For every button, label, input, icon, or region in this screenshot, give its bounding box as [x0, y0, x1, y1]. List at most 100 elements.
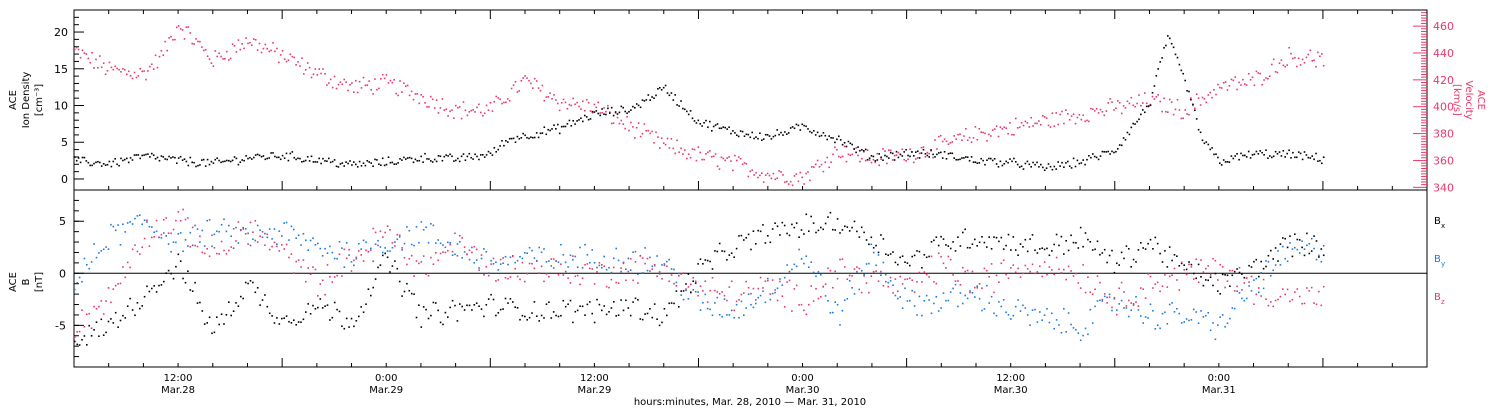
- data-point-pink: [451, 109, 453, 111]
- data-point-black: [179, 155, 182, 158]
- data-point-pink: [362, 260, 365, 262]
- data-point-pink: [757, 176, 759, 179]
- data-point-pink: [694, 280, 697, 283]
- data-point-pink: [1132, 104, 1134, 107]
- data-point-pink: [1248, 281, 1250, 283]
- data-point-blue: [750, 303, 752, 306]
- data-point-pink: [1132, 304, 1135, 306]
- data-point-black: [119, 319, 122, 322]
- data-point-black: [309, 313, 312, 315]
- data-point-black: [945, 244, 947, 246]
- data-point-pink: [189, 32, 192, 34]
- data-point-pink: [1061, 110, 1063, 113]
- data-point-black: [151, 287, 153, 290]
- data-point-blue: [153, 231, 155, 233]
- data-point-pink: [584, 109, 586, 112]
- data-point-pink: [179, 28, 182, 30]
- data-point-black: [201, 159, 203, 161]
- data-point-pink: [961, 139, 963, 141]
- data-point-pink: [955, 138, 957, 140]
- data-point-blue: [398, 236, 401, 238]
- data-point-pink: [810, 285, 812, 287]
- data-point-pink: [1142, 288, 1144, 290]
- data-point-pink: [786, 180, 788, 183]
- data-point-black: [783, 224, 786, 227]
- data-point-pink: [1176, 98, 1179, 101]
- data-point-pink: [1145, 102, 1148, 105]
- data-point-pink: [1199, 104, 1202, 106]
- data-point-black: [856, 230, 858, 233]
- data-point-black: [251, 158, 253, 160]
- data-point-pink: [771, 279, 774, 281]
- data-point-pink: [539, 89, 542, 92]
- data-point-pink: [1222, 82, 1225, 84]
- data-point-blue: [524, 252, 526, 254]
- data-point-pink: [576, 274, 579, 277]
- data-point-pink: [129, 266, 131, 269]
- legend-entry-by: B y: [1434, 254, 1445, 268]
- data-point-black: [641, 99, 644, 101]
- data-point-blue: [353, 264, 355, 267]
- data-point-black: [1029, 238, 1031, 240]
- data-point-pink: [148, 245, 151, 247]
- data-point-pink: [343, 248, 346, 251]
- data-point-black: [558, 132, 561, 135]
- data-point-black: [1173, 254, 1176, 256]
- data-point-black: [922, 148, 925, 151]
- data-point-black: [389, 271, 391, 273]
- data-point-blue: [1014, 305, 1017, 308]
- data-point-black: [172, 277, 175, 280]
- data-point-black: [189, 289, 192, 291]
- data-point-black: [988, 236, 990, 238]
- data-point-black: [649, 99, 651, 101]
- data-point-pink: [126, 261, 129, 264]
- data-point-pink: [564, 270, 567, 273]
- data-point-blue: [930, 312, 933, 315]
- data-point-pink: [1253, 84, 1256, 87]
- data-point-pink: [1144, 92, 1146, 94]
- data-point-pink: [1171, 274, 1173, 276]
- data-point-pink: [949, 258, 952, 261]
- data-point-black: [232, 310, 235, 312]
- data-point-black: [118, 164, 120, 167]
- data-point-pink: [1043, 116, 1046, 118]
- data-point-black: [941, 157, 944, 159]
- data-point-black: [543, 317, 545, 319]
- data-point-black: [225, 314, 228, 316]
- data-point-black: [1005, 244, 1007, 247]
- data-point-pink: [485, 104, 488, 107]
- data-point-pink: [753, 174, 755, 176]
- data-point-black: [218, 323, 220, 326]
- data-point-blue: [1238, 292, 1241, 294]
- data-point-pink: [522, 77, 524, 79]
- data-point-pink: [1022, 124, 1025, 127]
- data-point-pink: [456, 255, 459, 257]
- data-point-blue: [317, 242, 319, 245]
- data-point-black: [581, 305, 584, 308]
- data-point-pink: [1074, 122, 1077, 125]
- data-point-black: [1124, 139, 1127, 141]
- data-point-pink: [1077, 282, 1080, 284]
- data-point-black: [1007, 233, 1010, 236]
- data-point-black: [955, 158, 957, 161]
- data-point-black: [431, 161, 434, 163]
- data-point-black: [1113, 271, 1116, 274]
- data-point-black: [100, 165, 103, 167]
- data-point-black: [868, 243, 870, 246]
- data-point-black: [442, 323, 444, 326]
- data-point-black: [844, 225, 846, 228]
- data-point-pink: [233, 45, 236, 47]
- data-point-pink: [204, 48, 207, 51]
- data-point-pink: [1249, 79, 1252, 81]
- data-point-pink: [815, 287, 817, 290]
- data-point-pink: [1086, 119, 1088, 122]
- data-point-black: [1251, 154, 1254, 156]
- data-point-pink: [507, 277, 509, 280]
- data-point-black: [991, 159, 994, 162]
- data-point-black: [978, 241, 981, 244]
- data-point-black: [218, 159, 220, 162]
- data-point-pink: [478, 269, 480, 271]
- data-point-pink: [482, 114, 484, 117]
- data-point-pink: [74, 336, 76, 338]
- data-point-pink: [584, 263, 586, 266]
